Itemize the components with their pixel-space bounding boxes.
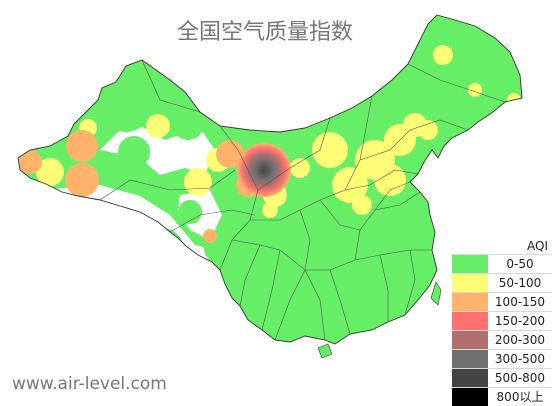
legend-item: 50-100 — [452, 273, 552, 292]
taiwan-island — [430, 281, 442, 306]
legend-item: 300-500 — [452, 349, 552, 368]
legend-item: 500-800 — [452, 368, 552, 387]
legend-swatch — [452, 312, 488, 330]
legend-label: 100-150 — [494, 295, 546, 309]
legend-item: 150-200 — [452, 311, 552, 330]
legend-item: 100-150 — [452, 292, 552, 311]
legend-label: 50-100 — [498, 276, 542, 290]
site-watermark: www.air-level.com — [12, 374, 167, 394]
map-title: 全国空气质量指数 — [176, 20, 353, 45]
legend-label: 800以上 — [496, 390, 544, 404]
legend-swatch — [452, 255, 488, 273]
legend-label: 300-500 — [494, 352, 546, 366]
legend-label: 0-50 — [506, 257, 534, 271]
legend-swatch — [452, 388, 488, 406]
pollution-hotspot — [237, 143, 291, 197]
legend-swatch — [452, 293, 488, 311]
legend-swatch — [452, 331, 488, 349]
province-borders — [99, 59, 506, 341]
legend-item: 800以上 — [452, 387, 552, 406]
legend-label: 200-300 — [494, 333, 546, 347]
legend-swatch — [452, 369, 488, 387]
legend-label: 150-200 — [494, 314, 546, 328]
legend-swatch — [452, 274, 488, 292]
legend-item: 200-300 — [452, 330, 552, 349]
legend-item: 0-50 — [452, 254, 552, 273]
aqi-legend: AQI 0-50 50-100 100-150 150-200 200-300 300-5… — [452, 238, 552, 406]
legend-label: 500-800 — [494, 371, 546, 385]
legend-title: AQI — [527, 239, 548, 253]
hainan-island — [317, 343, 333, 359]
legend-swatch — [452, 350, 488, 368]
